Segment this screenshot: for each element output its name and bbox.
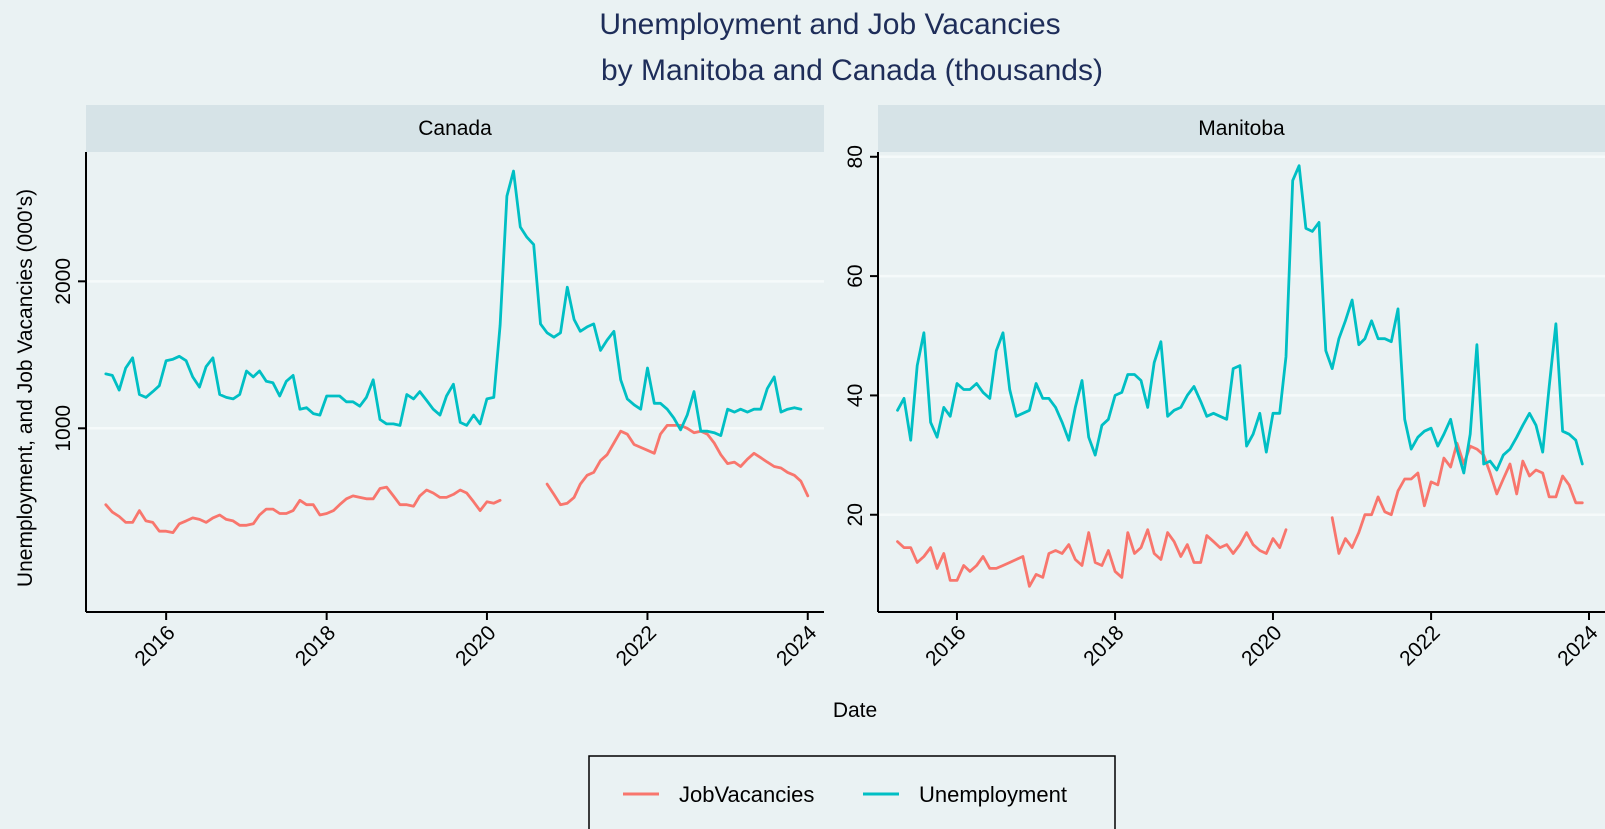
- y-tick-label: 60: [844, 264, 867, 287]
- x-tick-label: 2018: [1079, 621, 1128, 670]
- x-axis-title: Date: [833, 699, 877, 722]
- series-line-unemployment-manitoba: [896, 164, 1584, 475]
- x-tick-label: 2022: [1395, 621, 1444, 670]
- x-tick-label: 2024: [1553, 621, 1603, 671]
- facet-strip-canada: [86, 105, 824, 152]
- x-tick-label: 2020: [1237, 621, 1286, 670]
- facet-strip-label-manitoba: Manitoba: [1198, 117, 1285, 140]
- x-tick-label: 2024: [772, 621, 822, 671]
- x-tick-label: 2022: [612, 621, 661, 670]
- legend-label-unemployment: Unemployment: [919, 782, 1067, 807]
- facet-strip-label-canada: Canada: [418, 117, 492, 140]
- x-tick-label: 2016: [130, 621, 179, 670]
- chart-title-line2: by Manitoba and Canada (thousands): [601, 54, 1103, 87]
- x-tick-label: 2020: [451, 621, 500, 670]
- y-axis-title: Unemployment, and Job Vacancies (000's): [14, 189, 37, 587]
- y-tick-label: 80: [844, 145, 867, 168]
- legend-box: [588, 755, 1116, 829]
- panel-canada: Canada 1000 2000 2016 2018 2020 2022 2024: [52, 105, 824, 671]
- legend: JobVacancies Unemployment: [588, 755, 1116, 829]
- x-tick-label: 2016: [921, 621, 970, 670]
- series-line-jobvacancies-canada: [104, 424, 810, 534]
- series-line-unemployment-canada: [104, 169, 803, 437]
- chart-title-line1: Unemployment and Job Vacancies: [599, 8, 1060, 41]
- legend-label-jobvacancies: JobVacancies: [679, 782, 814, 807]
- panel-manitoba: Manitoba 20 40 60 80 2016 2018 2020 2022 2024: [844, 105, 1605, 671]
- facet-strip-manitoba: [878, 105, 1605, 152]
- y-tick-label: 1000: [52, 405, 75, 452]
- x-tick-label: 2018: [291, 621, 340, 670]
- y-tick-label: 20: [844, 503, 867, 526]
- y-tick-label: 2000: [52, 258, 75, 305]
- y-tick-label: 40: [844, 384, 867, 407]
